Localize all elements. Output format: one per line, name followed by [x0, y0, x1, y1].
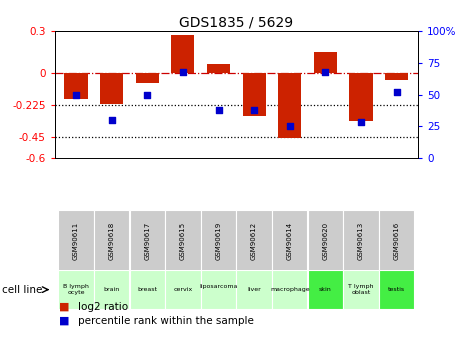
Point	[215, 107, 222, 112]
Bar	[308, 210, 343, 271]
Point	[179, 69, 187, 75]
Bar	[94, 210, 129, 271]
Bar	[343, 270, 379, 309]
Text: liver: liver	[247, 287, 261, 292]
Point	[357, 120, 365, 125]
Text: T lymph
oblast: T lymph oblast	[348, 284, 374, 295]
Bar	[94, 270, 129, 309]
Point	[322, 69, 329, 75]
Text: brain: brain	[104, 287, 120, 292]
Text: GSM90614: GSM90614	[287, 221, 293, 260]
Text: GSM90620: GSM90620	[323, 221, 328, 260]
Bar	[343, 210, 379, 271]
Text: B lymph
ocyte: B lymph ocyte	[63, 284, 89, 295]
Bar	[379, 210, 414, 271]
Bar	[237, 210, 272, 271]
Bar	[243, 73, 266, 116]
Bar	[171, 35, 194, 73]
Bar	[207, 63, 230, 73]
Bar	[130, 210, 165, 271]
Text: GSM90618: GSM90618	[109, 221, 114, 260]
Bar	[308, 270, 343, 309]
Text: ■: ■	[59, 302, 70, 312]
Bar	[237, 270, 272, 309]
Bar	[65, 73, 87, 99]
Text: GSM90613: GSM90613	[358, 221, 364, 260]
Text: testis: testis	[388, 287, 405, 292]
Text: liposarcoma: liposarcoma	[200, 284, 238, 295]
Bar	[100, 73, 123, 105]
Text: cell line: cell line	[2, 285, 43, 295]
Bar	[165, 210, 200, 271]
Bar	[350, 73, 372, 121]
Text: breast: breast	[137, 287, 157, 292]
Text: log2 ratio: log2 ratio	[78, 302, 129, 312]
Text: GSM90616: GSM90616	[394, 221, 399, 260]
Bar	[58, 270, 94, 309]
Bar	[136, 73, 159, 82]
Text: cervix: cervix	[173, 287, 192, 292]
Text: GSM90619: GSM90619	[216, 221, 221, 260]
Bar	[385, 73, 408, 80]
Bar	[58, 210, 94, 271]
Title: GDS1835 / 5629: GDS1835 / 5629	[179, 16, 294, 30]
Text: GSM90612: GSM90612	[251, 221, 257, 260]
Bar	[379, 270, 414, 309]
Bar	[165, 270, 200, 309]
Point	[108, 117, 115, 123]
Text: GSM90617: GSM90617	[144, 221, 150, 260]
Text: ■: ■	[59, 316, 70, 326]
Text: macrophage: macrophage	[270, 287, 310, 292]
Point	[72, 92, 80, 97]
Bar	[130, 270, 165, 309]
Bar	[272, 210, 307, 271]
Bar	[314, 51, 337, 73]
Bar	[272, 270, 307, 309]
Text: skin: skin	[319, 287, 332, 292]
Bar	[201, 210, 236, 271]
Point	[250, 107, 258, 112]
Point	[286, 124, 294, 129]
Text: GSM90615: GSM90615	[180, 221, 186, 260]
Point	[143, 92, 151, 97]
Text: percentile rank within the sample: percentile rank within the sample	[78, 316, 254, 326]
Bar	[201, 270, 236, 309]
Point	[393, 89, 400, 95]
Bar	[278, 73, 301, 138]
Text: GSM90611: GSM90611	[73, 221, 79, 260]
